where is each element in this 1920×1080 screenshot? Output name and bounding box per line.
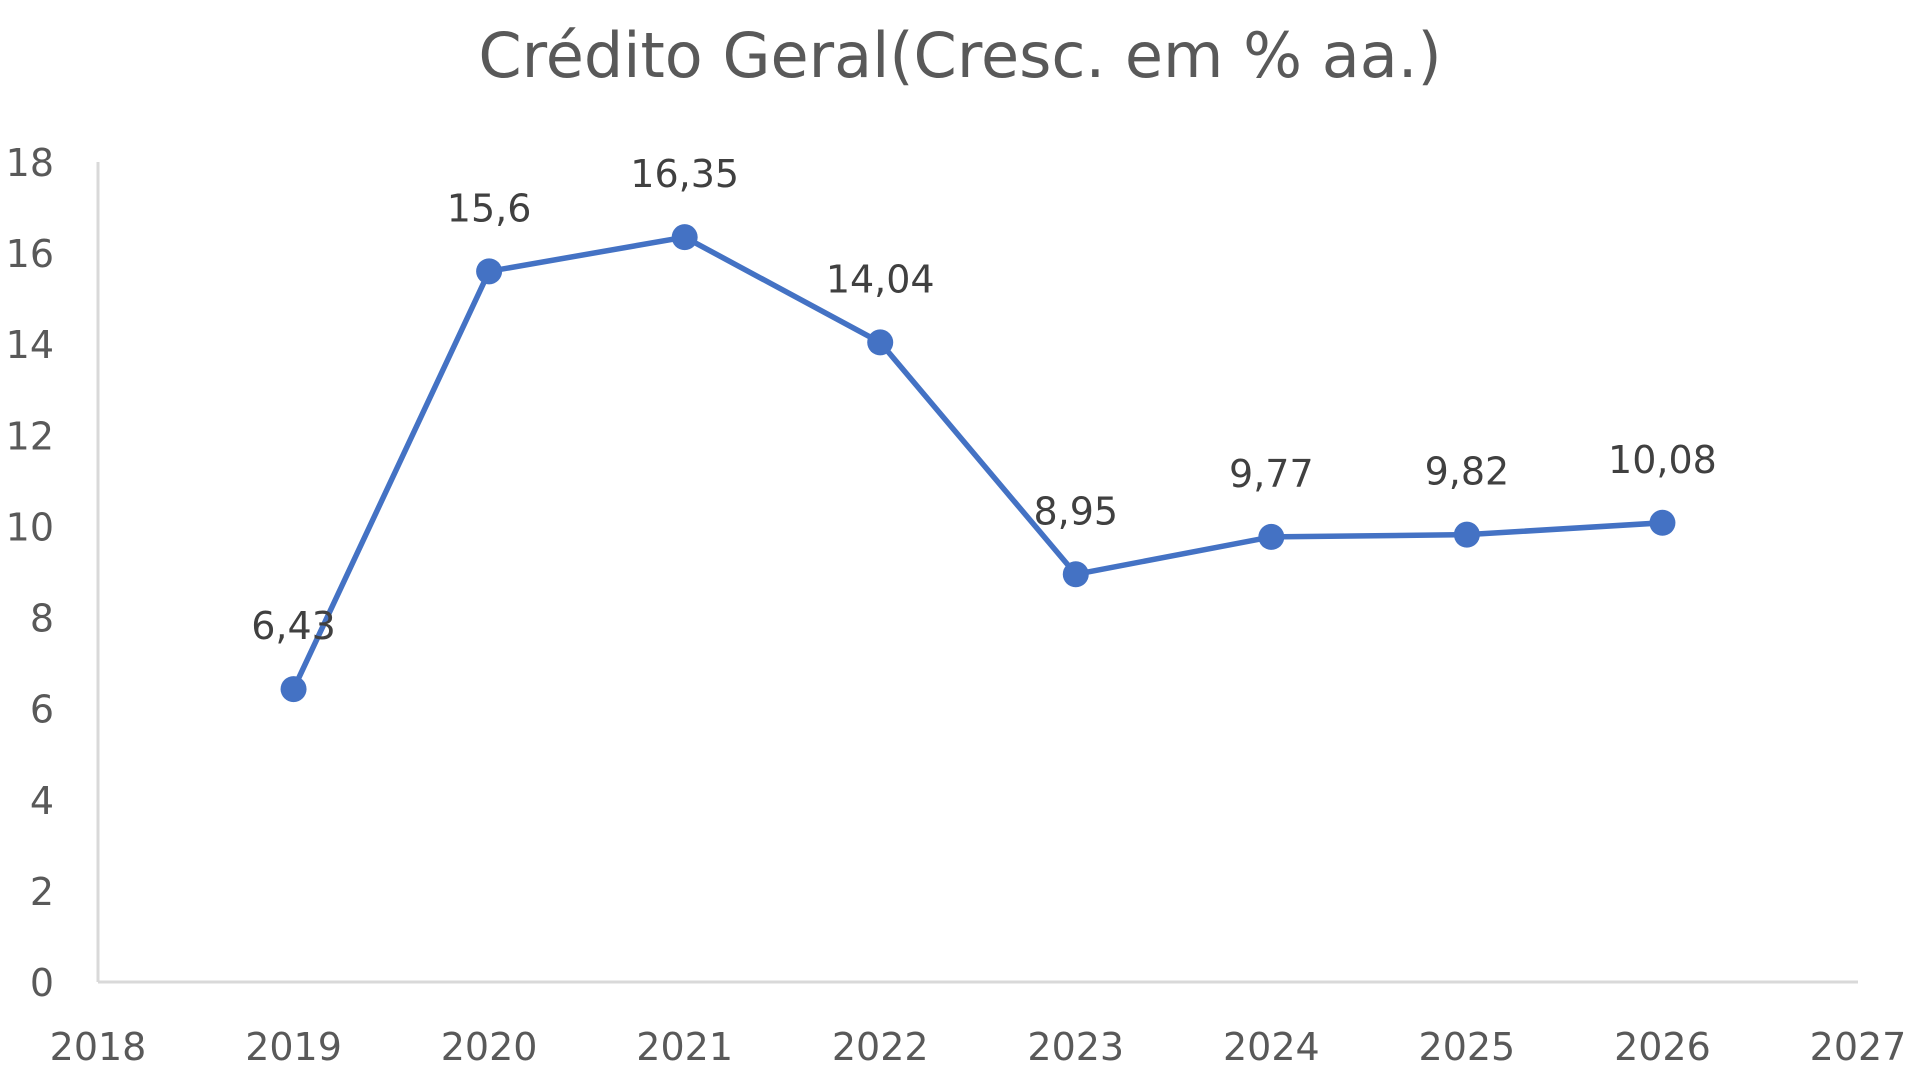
x-tick-label: 2026 — [1614, 1025, 1711, 1069]
y-tick-label: 14 — [6, 323, 54, 367]
y-tick-label: 0 — [30, 961, 54, 1005]
x-tick-label: 2018 — [50, 1025, 147, 1069]
series-group — [280, 224, 1676, 703]
data-label: 6,43 — [251, 604, 336, 648]
data-label: 16,35 — [630, 152, 739, 196]
data-point — [1453, 521, 1480, 548]
x-tick-label: 2022 — [832, 1025, 929, 1069]
x-tick-label: 2027 — [1810, 1025, 1907, 1069]
y-tick-label: 16 — [6, 232, 54, 276]
x-tick-label: 2019 — [245, 1025, 342, 1069]
x-tick-label: 2024 — [1223, 1025, 1320, 1069]
y-tick-label: 10 — [6, 505, 54, 549]
data-point — [671, 224, 698, 251]
axes — [96, 162, 1858, 984]
data-point — [1649, 509, 1676, 536]
y-tick-label: 4 — [30, 779, 54, 823]
data-labels: 6,43 15,6 16,35 14,04 8,95 9,77 9,82 10,08 — [251, 152, 1717, 648]
y-tick-label: 2 — [30, 870, 54, 914]
data-point — [280, 676, 307, 703]
data-label: 10,08 — [1608, 438, 1717, 482]
x-tick-label: 2020 — [441, 1025, 538, 1069]
y-tick-label: 12 — [6, 414, 54, 458]
data-label: 8,95 — [1033, 489, 1118, 533]
x-axis-ticks: 2018 2019 2020 2021 2022 2023 2024 2025 2026 2027 — [50, 1025, 1907, 1069]
series-line — [291, 234, 1663, 691]
data-point — [1258, 523, 1285, 550]
chart-title: Crédito Geral(Cresc. em % aa.) — [478, 19, 1442, 92]
data-label: 14,04 — [826, 257, 935, 301]
x-tick-label: 2021 — [636, 1025, 733, 1069]
y-tick-label: 18 — [6, 141, 54, 185]
x-tick-label: 2023 — [1027, 1025, 1124, 1069]
x-tick-label: 2025 — [1419, 1025, 1516, 1069]
y-tick-label: 8 — [30, 597, 54, 641]
data-label: 9,82 — [1425, 450, 1510, 494]
data-label: 9,77 — [1229, 452, 1314, 496]
data-point — [476, 258, 503, 285]
y-axis-ticks: 0 2 4 6 8 10 12 14 16 18 — [6, 141, 54, 1005]
y-tick-label: 6 — [30, 688, 54, 732]
data-label: 15,6 — [447, 186, 532, 230]
data-point — [867, 329, 894, 356]
data-point — [1062, 561, 1089, 588]
